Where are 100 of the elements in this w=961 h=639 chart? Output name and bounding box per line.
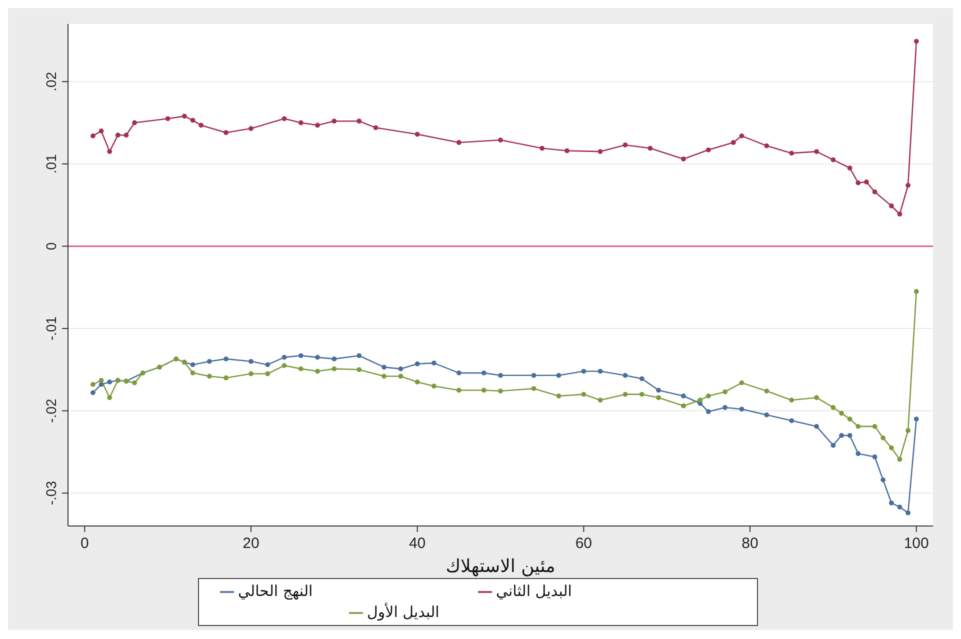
point	[190, 362, 196, 368]
point	[722, 389, 728, 394]
point	[789, 418, 794, 424]
point	[639, 392, 644, 397]
point	[224, 130, 228, 136]
point	[90, 133, 96, 138]
point	[906, 510, 910, 516]
legend-label: البديل الثاني	[496, 581, 573, 601]
point	[298, 120, 304, 126]
y-tick-label: .02	[43, 72, 59, 92]
point	[598, 398, 603, 403]
point	[298, 366, 304, 372]
point	[872, 454, 878, 460]
point	[190, 370, 196, 376]
point	[556, 372, 562, 378]
point	[90, 382, 96, 387]
point	[706, 147, 711, 152]
point	[498, 388, 503, 394]
point	[356, 367, 362, 372]
point	[622, 392, 628, 397]
point	[198, 122, 204, 128]
point	[847, 166, 852, 170]
point	[897, 212, 902, 217]
point	[897, 456, 902, 462]
point	[540, 146, 545, 151]
point	[531, 372, 536, 378]
point	[98, 378, 104, 383]
point	[880, 477, 886, 482]
point	[681, 394, 686, 398]
point	[107, 149, 112, 154]
point	[248, 371, 254, 376]
point	[132, 120, 137, 126]
point	[656, 388, 661, 393]
point	[872, 424, 878, 429]
point	[190, 118, 196, 123]
point	[432, 384, 436, 389]
point	[382, 364, 387, 370]
point	[182, 114, 187, 119]
point	[481, 370, 486, 376]
point	[839, 433, 844, 438]
point	[814, 149, 820, 154]
point	[739, 406, 744, 412]
point	[124, 132, 129, 138]
point	[332, 356, 337, 362]
point	[315, 368, 320, 374]
point	[839, 410, 844, 416]
point	[107, 380, 112, 384]
point	[398, 366, 404, 372]
point	[581, 368, 586, 374]
point	[265, 362, 270, 368]
point	[315, 354, 320, 360]
point	[830, 405, 836, 410]
point	[206, 374, 212, 379]
point	[764, 412, 770, 418]
point	[722, 405, 728, 410]
point	[698, 398, 703, 403]
y-tick-label: -.03	[43, 480, 59, 506]
point	[282, 354, 287, 360]
point	[856, 451, 861, 456]
point	[656, 395, 661, 400]
point	[648, 146, 653, 151]
point	[764, 388, 770, 394]
point	[315, 122, 320, 128]
point	[373, 125, 378, 130]
point	[888, 203, 894, 208]
x-tick-label: 20	[242, 535, 260, 552]
point	[914, 289, 919, 294]
point	[847, 416, 852, 422]
point	[906, 428, 910, 433]
point	[115, 132, 120, 138]
point	[639, 376, 644, 382]
x-tick-label: 100	[904, 535, 929, 552]
point	[456, 388, 462, 393]
point	[356, 353, 362, 358]
x-tick-label: 80	[742, 535, 758, 552]
point	[789, 398, 794, 403]
point	[481, 388, 486, 393]
point	[897, 504, 902, 510]
point	[98, 128, 104, 134]
y-tick-label: 0	[43, 242, 59, 250]
point	[282, 116, 287, 122]
point	[332, 118, 337, 124]
point	[830, 442, 836, 448]
y-tick-label: .01	[43, 154, 59, 174]
point	[224, 375, 228, 380]
point	[265, 371, 270, 376]
point	[739, 380, 744, 386]
point	[206, 358, 212, 364]
point	[248, 358, 254, 364]
point	[414, 380, 420, 384]
point	[598, 149, 603, 154]
point	[564, 148, 570, 154]
point	[531, 386, 536, 392]
point	[906, 182, 910, 188]
y-tick-label: -.01	[43, 316, 59, 341]
point	[856, 424, 861, 429]
point	[764, 143, 770, 148]
point	[282, 363, 287, 368]
point	[432, 360, 436, 366]
point	[814, 424, 820, 429]
